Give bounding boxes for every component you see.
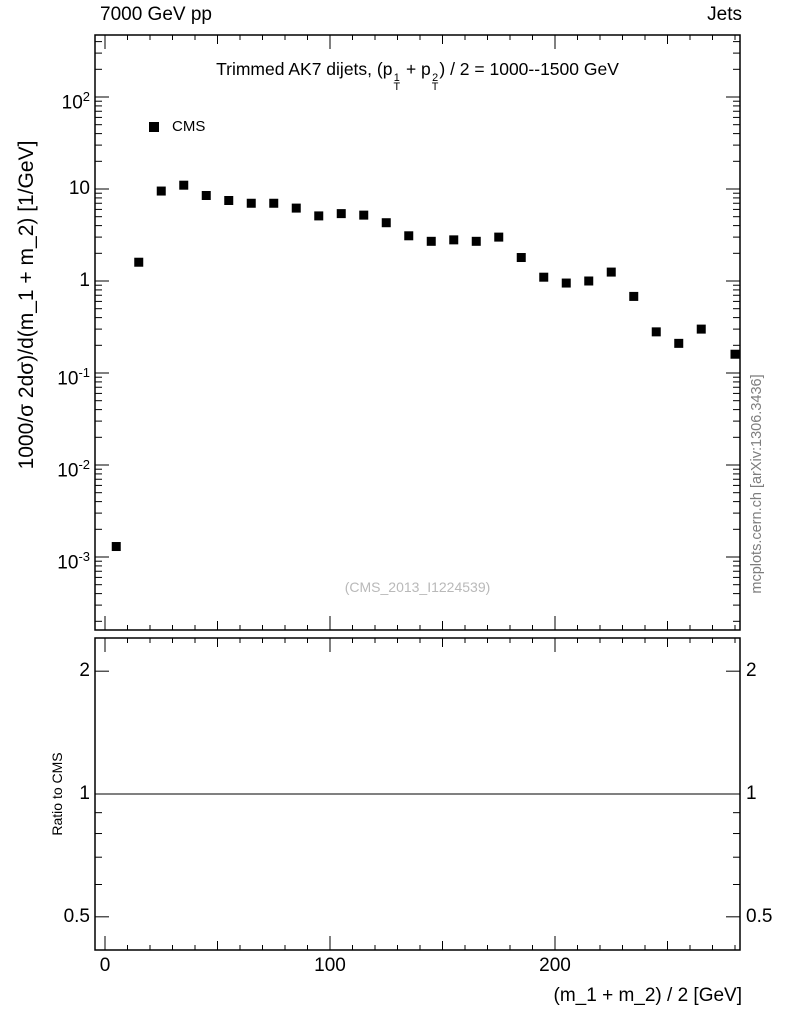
data-point-marker (201, 190, 211, 200)
data-point-marker (696, 324, 706, 334)
mcplots-reference-note: mcplots.cern.ch [arXiv:1306.3436] (749, 374, 765, 594)
data-point-marker (426, 236, 436, 246)
beam-energy-label: 7000 GeV pp (100, 4, 212, 25)
data-point-marker (156, 186, 166, 196)
data-point-marker (336, 209, 346, 219)
plot-title: Trimmed AK7 dijets, (p 1 T + p 2 T) / 2 = 10… (95, 59, 740, 94)
data-point-marker (584, 276, 594, 286)
title-text-segment: Trimmed AK7 dijets, (p (216, 59, 393, 79)
process-label: Jets (707, 4, 742, 25)
data-point-marker (359, 210, 369, 220)
data-point-marker (179, 180, 189, 190)
data-point-marker (606, 267, 616, 277)
data-point-marker (314, 211, 324, 221)
analysis-id-watermark: (CMS_2013_I1224539) (344, 579, 491, 595)
data-point-marker (730, 349, 740, 359)
data-point-marker (494, 232, 504, 242)
data-point-marker (471, 236, 481, 246)
main-frame (94, 34, 741, 631)
data-point-marker (674, 338, 684, 348)
axis-ticks (95, 35, 740, 950)
legend-label-cms: CMS (172, 118, 206, 135)
data-point-marker (539, 272, 549, 282)
data-point-marker (224, 195, 234, 205)
data-point-marker (561, 278, 571, 288)
data-point-marker (381, 218, 391, 228)
main-y-axis-label: 1000/σ 2dσ)/d(m_1 + m_2) [1/GeV] (15, 140, 38, 470)
legend-marker-cms (149, 122, 159, 132)
title-text-segment: ) / 2 = 1000--1500 GeV (439, 59, 619, 79)
data-point-marker (404, 231, 414, 241)
data-point-marker (269, 198, 279, 208)
data-point-marker (246, 198, 256, 208)
x-axis-label: (m_1 + m_2) / 2 [GeV] (553, 985, 743, 1006)
data-point-marker (111, 542, 121, 552)
data-point-marker (134, 257, 144, 267)
ratio-y-axis-label: Ratio to CMS (49, 752, 65, 836)
data-point-marker (516, 253, 526, 263)
data-point-marker (291, 203, 301, 213)
data-point-marker (651, 327, 661, 337)
title-text-segment: + p (401, 59, 431, 79)
cms-data-points (111, 180, 740, 552)
data-point-marker (629, 291, 639, 301)
data-point-marker (449, 235, 459, 245)
